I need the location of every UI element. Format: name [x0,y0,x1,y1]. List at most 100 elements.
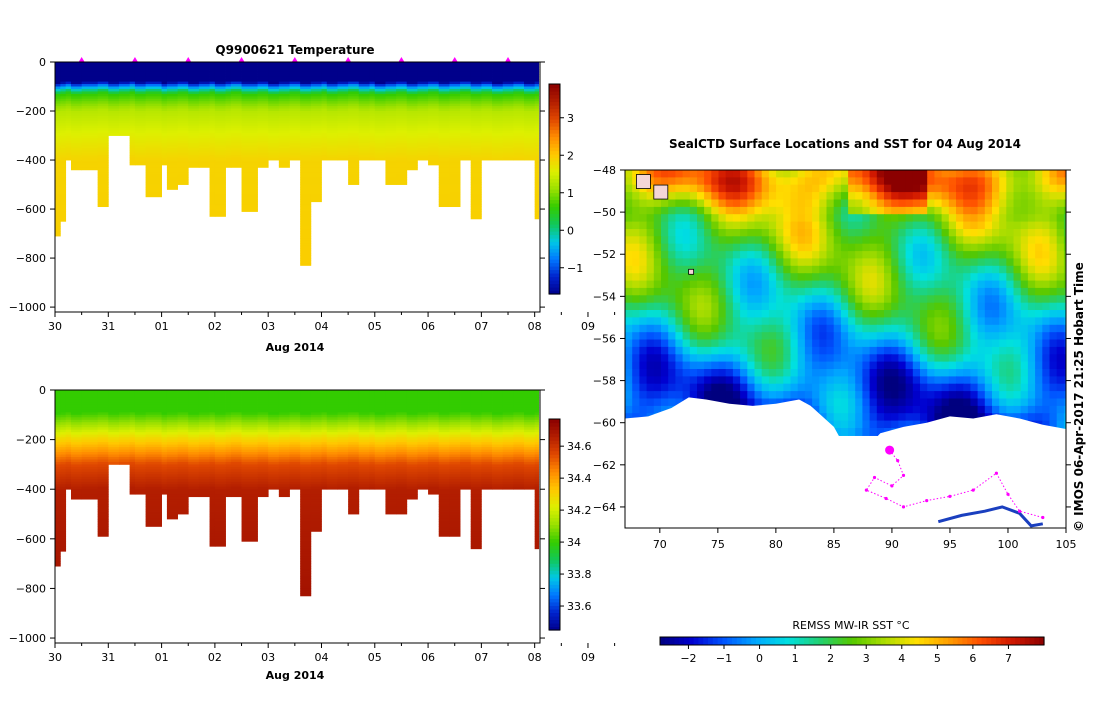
profile-cell [311,392,322,395]
profile-cell [385,422,396,425]
profile-cell [460,487,471,490]
profile-cell [417,155,428,158]
profile-cell [188,153,199,156]
profile-cell [188,467,199,470]
profile-cell [167,432,178,435]
profile-cell [98,111,109,114]
profile-cell [481,450,492,453]
profile-cell [71,67,82,70]
profile-cell [188,74,199,77]
profile-cell [98,77,109,80]
profile-cell [535,72,539,75]
profile-cell [119,407,130,410]
profile-cell [231,165,242,168]
day-tick-label: 09 [581,320,595,333]
profile-cell [226,445,232,448]
profile-cell [60,497,66,500]
p2-colorbar-swatch [549,472,560,476]
profile-cell [385,410,396,413]
day-tick-label: 30 [48,320,62,333]
profile-cell [60,72,66,75]
profile-cell [492,469,503,472]
profile-cell [503,101,514,104]
profile-cell [146,84,162,87]
profile-cell [407,106,418,109]
profile-cell [300,576,311,579]
profile-cell [327,445,338,448]
profile-cell [290,99,301,102]
profile-cell [300,172,311,175]
p2-colorbar-swatch [549,468,560,472]
profile-cell [226,447,232,450]
profile-cell [327,440,338,443]
profile-cell [55,410,61,413]
profile-cell [471,162,482,165]
profile-cell [471,437,482,440]
profile-cell [385,472,396,475]
profile-cell [167,153,178,156]
profile-cell [119,422,130,425]
profile-cell [167,175,178,178]
profile-cell [130,397,136,400]
profile-cell [66,452,72,455]
profile-cell [188,64,199,67]
p2-colorbar-tick-label: 33.6 [567,600,592,613]
profile-cell [66,116,72,119]
profile-cell [60,445,66,448]
profile-cell [417,447,428,450]
profile-cell [524,69,535,72]
profile-cell [258,425,269,428]
p2-colorbar-swatch [549,419,560,423]
profile-cell [242,158,258,161]
profile-cell [417,487,428,490]
profile-cell [535,175,539,178]
profile-cell [98,74,109,77]
profile-cell [300,82,311,85]
profile-cell [428,99,439,102]
profile-cell [66,123,72,126]
profile-cell [300,412,311,415]
profile-cell [119,84,130,87]
sst-cell [819,170,827,178]
profile-cell [385,91,396,94]
profile-cell [300,170,311,173]
profile-cell [210,482,216,485]
profile-cell [119,101,130,104]
profile-cell [199,494,210,497]
profile-cell [417,126,428,129]
profile-cell [460,109,471,112]
profile-cell [524,84,535,87]
profile-cell [60,509,66,512]
profile-cell [471,407,482,410]
profile-cell [327,454,338,457]
profile-cell [279,467,290,470]
profile-cell [66,402,72,405]
profile-cell [492,484,503,487]
profile-cell [178,150,189,153]
profile-cell [199,479,210,482]
profile-cell [215,452,226,455]
profile-cell [428,131,439,134]
profile-cell [210,158,216,161]
profile-cell [385,123,396,126]
profile-cell [60,430,66,433]
profile-cell [279,123,290,126]
profile-cell [385,487,396,490]
profile-cell [188,136,199,139]
profile-cell [242,536,258,539]
profile-cell [130,474,136,477]
profile-cell [82,153,98,156]
profile-cell [407,494,418,497]
profile-cell [471,504,482,507]
profile-cell [162,412,168,415]
profile-cell [167,118,178,121]
profile-cell [300,77,311,80]
profile-cell [135,450,146,453]
profile-cell [481,430,492,433]
profile-cell [55,407,61,410]
profile-cell [199,432,210,435]
profile-cell [492,104,503,107]
profile-cell [321,91,327,94]
profile-cell [300,212,311,215]
profile-cell [471,87,482,90]
